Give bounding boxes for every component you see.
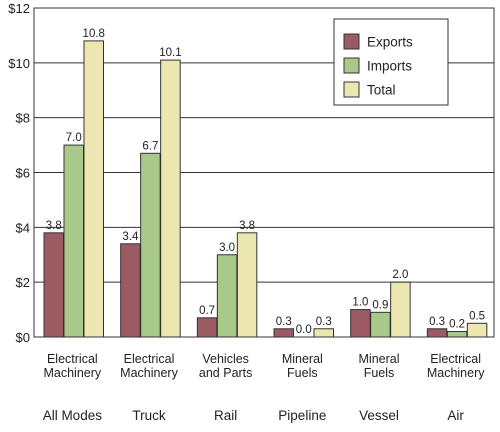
data-label: 0.0 [296, 324, 312, 336]
plot-frame [33, 7, 495, 338]
category-label: Mineral [282, 352, 323, 366]
bar-total [236, 232, 258, 338]
y-tick-label: $2 [16, 275, 30, 290]
bar-total [466, 322, 488, 338]
data-label: 1.0 [352, 297, 368, 309]
data-label: 3.8 [46, 220, 62, 232]
data-label: 2.0 [392, 269, 408, 281]
mode-label: Air [447, 408, 464, 423]
category-label: Vehicles [202, 352, 249, 366]
data-label: 6.7 [142, 140, 158, 152]
y-tick-label: $4 [16, 220, 30, 235]
bar-imports [446, 331, 468, 338]
bar-total [390, 281, 411, 338]
bars [43, 40, 488, 338]
bar-imports [140, 152, 161, 338]
data-label: 7.0 [66, 132, 82, 144]
data-label: 0.3 [429, 316, 445, 328]
bar-imports [216, 254, 238, 338]
value-labels: 3.8 3.4 0.7 0.3 1.0 0.3 7.0 6.7 3.0 0.0 0.9 0.2 10.8… [46, 28, 485, 336]
bar-total [83, 40, 104, 338]
mode-label: Pipeline [278, 408, 326, 423]
data-label: 10.1 [159, 47, 181, 59]
bar-exports [120, 243, 141, 338]
category-label: Electrical [47, 352, 98, 366]
legend-label: Total [367, 83, 396, 98]
mode-label: Vessel [359, 408, 399, 423]
y-tick-label: $8 [16, 111, 30, 126]
data-label: 0.2 [449, 319, 465, 331]
bar-exports [196, 317, 218, 338]
bar-exports [273, 328, 294, 338]
y-tick-label: $10 [8, 56, 30, 71]
data-label: 0.5 [469, 310, 485, 322]
data-label: 3.8 [239, 220, 255, 232]
bar-total [313, 328, 334, 338]
y-tick-label: $6 [16, 166, 30, 181]
category-label: Fuels [287, 366, 318, 380]
legend-swatch-total [343, 81, 360, 98]
data-label: 0.3 [316, 316, 332, 328]
legend-swatch-imports [343, 57, 360, 74]
data-label: 3.4 [122, 231, 139, 243]
category-label: Machinery [120, 366, 178, 380]
y-tick-label: $0 [16, 330, 30, 345]
category-label: Machinery [43, 366, 101, 380]
bar-imports [370, 311, 391, 338]
bar-imports [63, 144, 84, 338]
y-tick-label: $12 [8, 1, 30, 16]
legend-swatch-exports [343, 33, 360, 50]
mode-label: Rail [214, 408, 237, 423]
category-label: Electrical [124, 352, 175, 366]
data-label: 10.8 [83, 28, 105, 40]
category-labels: ElectricalMachineryElectricalMachineryVe… [43, 352, 485, 380]
bar-exports [426, 328, 448, 338]
bar-exports [350, 309, 371, 338]
bar-total [160, 59, 181, 338]
y-axis-tick-labels: $0 $2 $4 $6 $8 $10 $12 [8, 1, 30, 345]
legend: Exports Imports Total [333, 18, 449, 106]
category-label: Electrical [430, 352, 481, 366]
category-label: Machinery [427, 366, 485, 380]
mode-label: All Modes [43, 408, 103, 423]
legend-label: Exports [367, 35, 413, 50]
data-label: 0.3 [276, 316, 292, 328]
bar-exports [43, 232, 64, 338]
mode-labels: All Modes Truck Rail Pipeline Vessel Air [43, 408, 465, 423]
category-label: Fuels [364, 366, 395, 380]
data-label: 3.0 [219, 242, 235, 254]
grid-lines [34, 62, 494, 283]
category-label: and Parts [199, 366, 253, 380]
data-label: 0.9 [372, 299, 388, 311]
mode-label: Truck [132, 408, 165, 423]
legend-label: Imports [367, 59, 412, 74]
data-label: 0.7 [199, 305, 215, 317]
category-label: Mineral [359, 352, 400, 366]
